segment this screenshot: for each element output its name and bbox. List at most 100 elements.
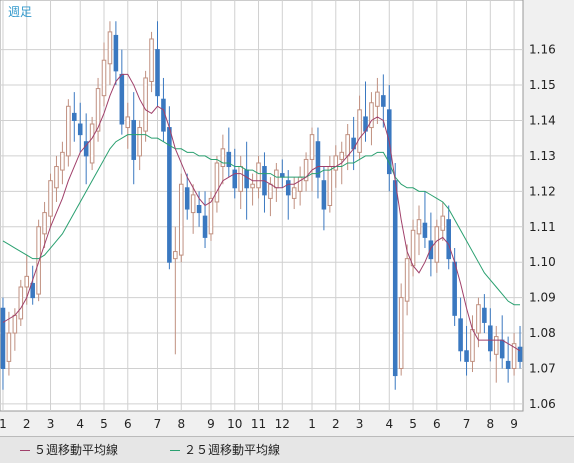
y-tick-label: 1.15 — [529, 78, 556, 92]
candle-body — [137, 127, 142, 157]
candle-body — [178, 183, 184, 256]
candle-body — [321, 180, 327, 210]
x-tick-label: 1 — [308, 417, 316, 431]
candle-body — [428, 240, 434, 260]
candle-body — [244, 169, 249, 189]
candle-body — [173, 251, 178, 260]
candle-body — [6, 332, 12, 362]
candle-body — [107, 31, 113, 65]
candle-body — [113, 34, 119, 72]
legend-item-ma5: ５週移動平均線 — [20, 442, 118, 458]
x-tick-label: 8 — [486, 417, 494, 431]
candle-body — [511, 343, 517, 369]
candle-body — [339, 151, 345, 160]
candle-body — [83, 141, 89, 157]
x-tick-label: 12 — [275, 417, 290, 431]
candle-body — [143, 77, 148, 132]
x-tick-label: 3 — [47, 417, 55, 431]
x-tick-label: 1 — [0, 417, 7, 431]
candle-body — [208, 197, 214, 235]
candle-body — [309, 134, 315, 160]
candle-body — [464, 350, 469, 362]
candle-body — [161, 98, 166, 132]
candle-body — [499, 339, 505, 359]
candle-body — [42, 212, 47, 235]
legend-swatch-ma25 — [170, 450, 180, 451]
candle-body — [232, 169, 238, 189]
x-tick-label: 11 — [251, 417, 266, 431]
candle-body — [404, 258, 410, 302]
candle-body — [422, 222, 428, 238]
candle-body — [101, 59, 107, 97]
x-tick-label: 6 — [124, 417, 132, 431]
candle-body — [398, 297, 404, 369]
candle-body — [125, 116, 131, 129]
candle-body — [77, 123, 83, 136]
ma25-line — [2, 134, 521, 306]
candle-body — [291, 187, 297, 199]
period-label: 週足 — [8, 5, 32, 19]
plot-area — [0, 0, 524, 412]
candle-body — [434, 226, 440, 263]
candle-body — [119, 73, 125, 125]
candle-body — [131, 119, 137, 160]
candle-body — [452, 261, 457, 316]
x-tick-label: 7 — [154, 417, 162, 431]
candle-body — [458, 318, 463, 352]
y-tick-label: 1.16 — [529, 43, 556, 57]
candle-body — [12, 314, 18, 334]
y-tick-label: 1.13 — [529, 149, 556, 163]
x-tick-label: 6 — [433, 417, 441, 431]
legend: ５週移動平均線 ２５週移動平均線 — [0, 436, 574, 463]
candle-body — [297, 176, 303, 192]
x-tick-label: 4 — [76, 417, 84, 431]
candle-body — [315, 141, 321, 178]
candle-body — [446, 219, 451, 260]
y-tick-label: 1.09 — [529, 291, 556, 305]
x-tick-label: 2 — [332, 417, 340, 431]
candle-body — [48, 180, 53, 217]
candle-body — [149, 38, 154, 82]
x-tick-label: 2 — [23, 417, 31, 431]
candle-body — [470, 329, 475, 362]
x-tick-label: 10 — [227, 417, 242, 431]
y-tick-label: 1.06 — [529, 397, 556, 411]
ma5-line — [2, 73, 521, 352]
candle-body — [66, 105, 71, 157]
candle-body — [333, 155, 339, 171]
candle-body — [517, 346, 523, 362]
candle-body — [167, 127, 172, 263]
x-tick-label: 4 — [385, 417, 393, 431]
candle-body — [285, 180, 291, 196]
candle-body — [440, 215, 446, 231]
candle-body — [357, 109, 362, 153]
candle-body — [202, 215, 208, 238]
y-tick-label: 1.14 — [529, 113, 556, 127]
candle-body — [482, 307, 487, 323]
x-tick-label: 5 — [409, 417, 417, 431]
candle-body — [505, 360, 511, 369]
candle-body — [327, 166, 333, 206]
candle-body — [274, 169, 279, 189]
candle-body — [155, 49, 160, 97]
y-tick-label: 1.08 — [529, 326, 556, 340]
candle-body — [60, 151, 65, 171]
legend-label-ma5: ５週移動平均線 — [34, 443, 119, 457]
candle-body — [36, 226, 41, 295]
candle-body — [24, 275, 30, 288]
candle-body — [214, 162, 220, 203]
x-tick-label: 9 — [207, 417, 215, 431]
candle-body — [54, 166, 59, 189]
x-tick-label: 9 — [510, 417, 518, 431]
candle-body — [184, 187, 190, 210]
candle-body — [268, 183, 273, 199]
candle-body — [190, 194, 196, 214]
y-tick-label: 1.12 — [529, 184, 556, 198]
y-tick-label: 1.07 — [529, 361, 556, 375]
x-tick-label: 7 — [463, 417, 471, 431]
candle-body — [345, 134, 350, 157]
candle-body — [196, 205, 202, 214]
candle-body — [303, 158, 309, 182]
legend-label-ma25: ２５週移動平均線 — [184, 443, 281, 457]
